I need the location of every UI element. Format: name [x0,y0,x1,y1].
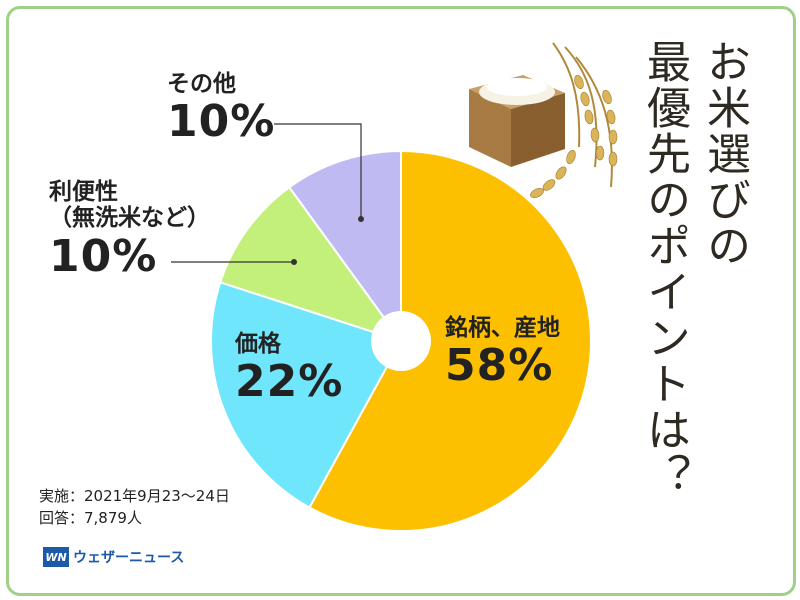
label-convenience-name-1: 利便性 [49,179,118,205]
leader-dot-other [358,216,364,222]
chart-frame: お米選びの 最優先のポイントは？ その他 10% 利便性 （無洗米など） 10%… [6,6,796,596]
rice-masu-illustration [469,42,618,198]
slice-other [287,149,402,345]
label-convenience-name-2: （無洗米など） [49,205,210,232]
label-brand-value: 58% [445,340,554,392]
slice-price [210,281,403,509]
label-price: 価格 22% [235,331,343,408]
label-price-value: 22% [235,356,344,408]
pie-chart [171,123,592,532]
slice-brand [308,149,592,532]
label-price-name: 価格 [235,331,281,357]
label-convenience: 利便性 （無洗米など） 10% [49,179,210,282]
leader-dot-convenience [291,259,297,265]
donut-hole [371,311,431,371]
title-line-1: お米選びの [699,39,750,269]
label-brand-name: 銘柄、産地 [445,315,560,341]
label-other-name: その他 [167,71,236,97]
response-count: 回答：7,879人 [39,509,142,527]
title-line-2: 最優先のポイントは？ [639,39,690,499]
survey-date: 実施：2021年9月23〜24日 [39,487,230,505]
weathernews-logo: WN ウェザーニュース [43,547,184,567]
label-convenience-value: 10% [49,230,158,282]
logo-text: ウェザーニュース [73,550,185,566]
wn-logo-mark: WN [43,547,69,567]
leader-line-other [274,123,362,219]
label-brand: 銘柄、産地 58% [445,315,560,392]
label-other-value: 10% [167,96,276,148]
slice-convenience [219,185,404,343]
label-other: その他 10% [167,71,275,148]
